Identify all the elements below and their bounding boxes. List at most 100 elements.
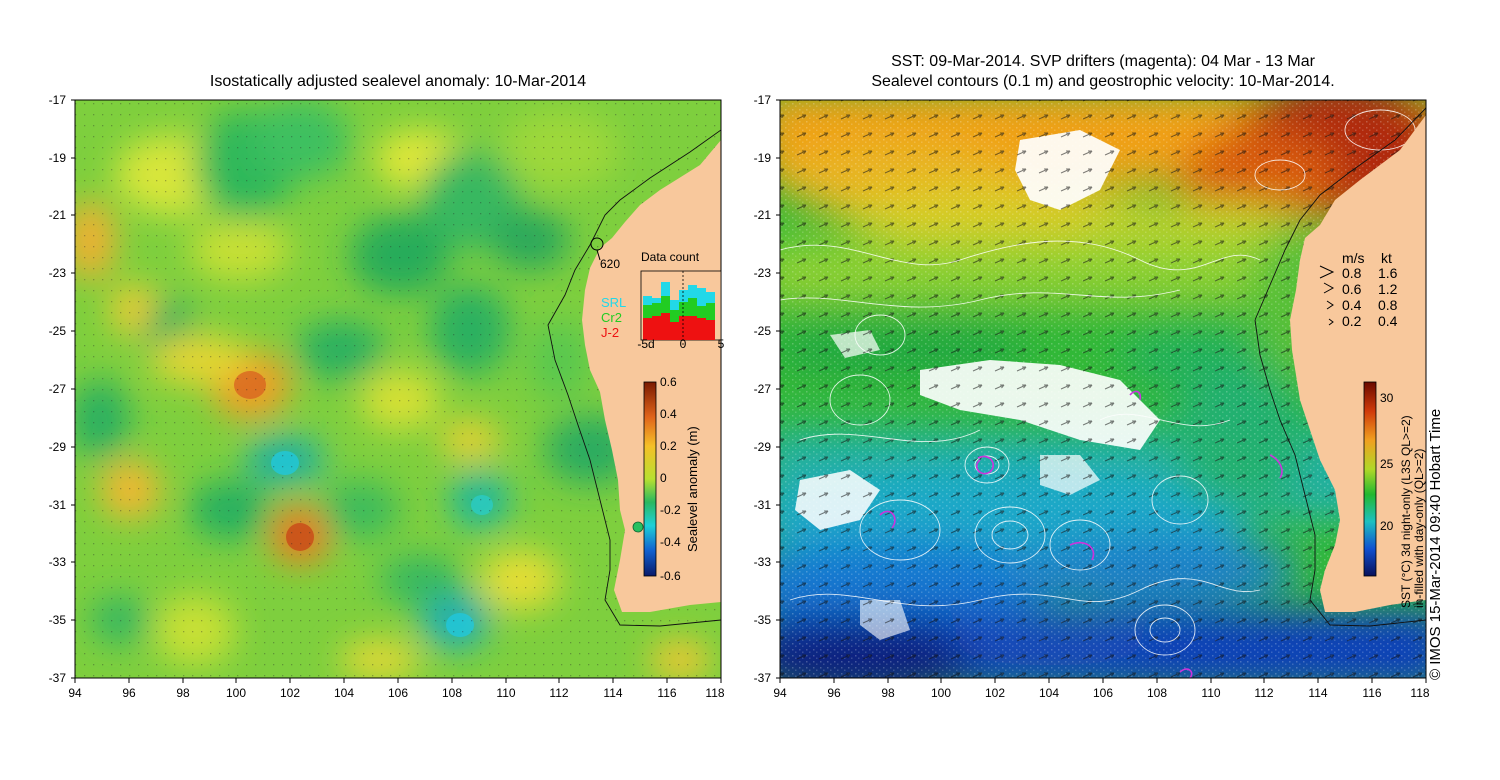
svg-text:-17: -17 [754, 93, 772, 107]
left-x-axis: 94 96 98 100 102 104 106 108 110 112 114… [68, 678, 725, 700]
left-x-tick: 112 [549, 678, 569, 700]
right-x-tick: 94 [773, 678, 787, 700]
right-x-tick: 114 [1308, 678, 1328, 700]
svg-text:102: 102 [280, 686, 300, 700]
right-x-tick: 98 [881, 678, 895, 700]
svg-text:0.4: 0.4 [1342, 297, 1362, 313]
svg-text:0.8: 0.8 [1342, 265, 1362, 281]
right-y-tick: -17 [754, 93, 780, 107]
sla-colorbar-tick: 0.4 [660, 407, 677, 421]
svg-text:-35: -35 [49, 613, 67, 627]
svg-text:118: 118 [705, 686, 724, 700]
svg-text:-33: -33 [49, 555, 67, 569]
data-count-title: Data count [641, 250, 700, 264]
sst-colorbar-label-line-1: SST (°C) 3d night-only (L3S QL>=2) [1399, 415, 1413, 608]
sla-colorbar-gradient [643, 381, 657, 577]
left-x-tick: 116 [657, 678, 677, 700]
data-count-bar [652, 316, 661, 340]
data-count-bar [706, 320, 715, 340]
left-australia-landmass [582, 140, 721, 612]
right-x-tick: 110 [1201, 678, 1221, 700]
right-title-line-1: SST: 09-Mar-2014. SVP drifters (magenta)… [891, 53, 1315, 70]
velocity-arrow-icon [1326, 300, 1334, 310]
data-count-inset: Data count [601, 250, 725, 351]
right-map-title: SST: 09-Mar-2014. SVP drifters (magenta)… [780, 52, 1426, 92]
velocity-legend-row: 0.8 1.6 [1319, 265, 1398, 281]
svg-text:-33: -33 [754, 555, 772, 569]
left-y-tick: -29 [49, 440, 75, 454]
right-y-tick: -29 [754, 440, 780, 454]
svg-text:98: 98 [881, 686, 895, 700]
svg-text:-19: -19 [49, 151, 67, 165]
velocity-arrow-icon [1319, 265, 1335, 279]
right-x-tick: 106 [1093, 678, 1113, 700]
left-x-tick: 94 [68, 678, 82, 700]
sst-field [780, 100, 1426, 678]
svg-text:-23: -23 [754, 266, 772, 280]
left-y-tick: -21 [49, 208, 75, 222]
right-y-tick: -35 [754, 613, 780, 627]
left-y-tick: -27 [49, 382, 75, 396]
svg-text:-21: -21 [754, 208, 772, 222]
velocity-legend-row: 0.2 0.4 [1328, 313, 1398, 329]
velocity-legend-row: 0.6 1.2 [1323, 281, 1398, 297]
station-620-marker: 620 [590, 237, 620, 271]
left-x-tick: 106 [388, 678, 408, 700]
svg-text:-17: -17 [49, 93, 67, 107]
svg-text:104: 104 [1039, 686, 1059, 700]
velocity-arrow-icon [1328, 318, 1334, 326]
right-y-axis: -17 -19 -21 -23 -25 -27 -29 -31 -33 -35 … [754, 93, 780, 685]
svg-text:0.6: 0.6 [1342, 281, 1362, 297]
data-count-x-tick: 0 [680, 337, 687, 351]
right-x-tick: 96 [827, 678, 841, 700]
svg-text:-27: -27 [754, 382, 772, 396]
right-shelf-contour [1254, 107, 1426, 627]
sea-level-anomaly-field [75, 100, 721, 678]
left-x-tick: 114 [603, 678, 623, 700]
svg-text:-29: -29 [49, 440, 67, 454]
left-y-axis: -17 -19 -21 -23 -25 -27 -29 -31 -33 -35 … [49, 93, 75, 685]
svg-text:114: 114 [1308, 686, 1327, 700]
legend-srl: SRL [601, 295, 626, 310]
svg-text:114: 114 [603, 686, 622, 700]
svg-text:-29: -29 [754, 440, 772, 454]
sst-colorbar-gradient [1363, 381, 1377, 577]
svg-text:0.4: 0.4 [1378, 313, 1398, 329]
left-y-tick: -35 [49, 613, 75, 627]
svg-text:116: 116 [657, 686, 676, 700]
right-x-tick: 116 [1362, 678, 1382, 700]
left-y-tick: -23 [49, 266, 75, 280]
data-count-bar [670, 322, 679, 340]
left-y-tick: -19 [49, 151, 75, 165]
right-x-tick: 102 [985, 678, 1005, 700]
sea-level-anomaly-map: -17 -19 -21 -23 -25 -27 -29 -31 -33 -35 … [49, 93, 725, 700]
right-x-tick: 112 [1254, 678, 1274, 700]
svg-text:-25: -25 [754, 324, 772, 338]
station-label: 620 [600, 257, 620, 271]
left-shelf-contour [547, 129, 721, 627]
svg-text:110: 110 [496, 686, 515, 700]
data-count-bar [679, 316, 688, 340]
left-y-tick: -33 [49, 555, 75, 569]
sst-colorbar-tick: 30 [1380, 391, 1394, 405]
data-count-bar [688, 316, 697, 340]
right-y-tick: -31 [754, 498, 780, 512]
svg-text:94: 94 [773, 686, 787, 700]
svg-text:-25: -25 [49, 324, 67, 338]
sst-colorbar-tick: 25 [1380, 457, 1394, 471]
tide-gauge-marker [632, 521, 644, 533]
left-y-tick: -37 [49, 671, 75, 685]
svg-text:112: 112 [1254, 686, 1273, 700]
svg-text:100: 100 [226, 686, 246, 700]
sla-colorbar-tick: 0.2 [660, 439, 677, 453]
right-y-tick: -33 [754, 555, 780, 569]
right-x-tick: 108 [1147, 678, 1167, 700]
left-x-tick: 102 [280, 678, 300, 700]
sst-colorbar-tick: 20 [1380, 519, 1394, 533]
right-y-tick: -37 [754, 671, 780, 685]
svg-text:1.6: 1.6 [1378, 265, 1398, 281]
velocity-legend-header-ms: m/s [1342, 250, 1365, 266]
data-count-bar [661, 313, 670, 340]
velocity-legend: m/s kt 0.8 1.6 0.6 1.2 0.4 0.8 0.2 0.4 [1319, 250, 1398, 329]
